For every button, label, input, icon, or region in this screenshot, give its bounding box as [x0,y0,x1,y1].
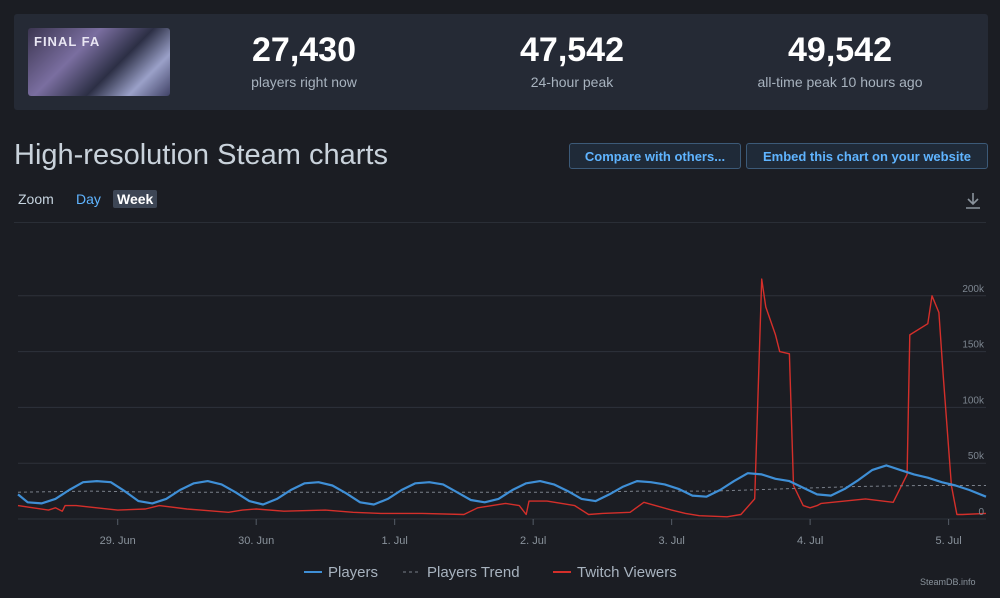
compare-button[interactable]: Compare with others... [569,143,741,169]
y-tick-label: 150k [962,340,985,351]
peak-24h-value: 47,542 [520,31,624,69]
x-tick-label: 1. Jul [382,535,408,547]
players-now-value: 27,430 [252,31,356,69]
stats-bar: FINAL FA 27,430 players right now 47,542… [14,14,988,110]
all-time-peak-value: 49,542 [788,31,892,69]
x-tick-label: 29. Jun [100,535,136,547]
zoom-week-button[interactable]: Week [113,190,158,208]
y-tick-label: 200k [962,284,985,295]
steamdb-credit: SteamDB.info [920,577,976,587]
legend-label: Twitch Viewers [577,564,677,581]
stat-all-time-peak: 49,542 all-time peak 10 hours ago [740,30,940,90]
x-tick-label: 5. Jul [935,535,961,547]
stat-players-now: 27,430 players right now [204,30,404,90]
series-twitch-viewers [17,278,987,518]
page-title: High-resolution Steam charts [14,139,388,171]
y-tick-label: 50k [968,451,985,462]
legend-label: Players Trend [427,564,520,581]
legend-item-players[interactable]: Players [304,564,378,581]
series-lines [17,278,987,518]
series-players [17,464,987,506]
stat-24h-peak: 47,542 24-hour peak [472,30,672,90]
thumbnail-logo-text: FINAL FA [34,34,101,49]
all-time-peak-label: all-time peak 10 hours ago [757,74,923,90]
chart-legend: Players Players Trend Twitch Viewers [304,564,677,581]
peak-24h-label: 24-hour peak [530,74,614,90]
player-chart[interactable]: 0 50k 100k 150k 200k 29. Jun 30. Jun 1. Jul 2. J… [0,230,1000,598]
divider [14,222,986,223]
x-tick-label: 3. Jul [658,535,684,547]
grid-lines [18,295,986,525]
y-tick-label: 100k [962,395,985,406]
embed-button[interactable]: Embed this chart on your website [746,143,988,169]
y-tick-label: 0 [978,507,984,518]
zoom-label: Zoom [18,191,54,207]
legend-label: Players [328,564,378,581]
players-now-label: players right now [251,74,357,90]
zoom-day-button[interactable]: Day [76,191,101,207]
legend-item-twitch-viewers[interactable]: Twitch Viewers [553,564,677,581]
x-tick-label: 2. Jul [520,535,546,547]
series-players-trend [17,485,986,493]
download-icon[interactable] [962,190,984,212]
x-tick-label: 30. Jun [238,535,274,547]
axis-labels: 0 50k 100k 150k 200k 29. Jun 30. Jun 1. Jul 2. J… [100,284,985,547]
x-tick-label: 4. Jul [797,535,823,547]
game-thumbnail[interactable]: FINAL FA [28,28,170,96]
legend-item-players-trend[interactable]: Players Trend [403,564,520,581]
